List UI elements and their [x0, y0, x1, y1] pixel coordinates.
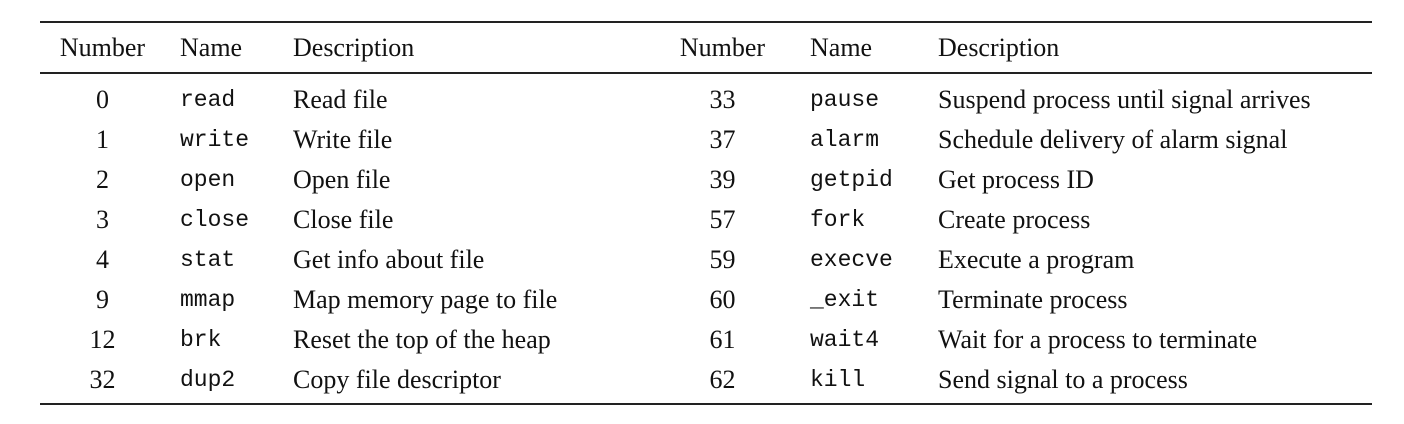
syscall-name: open: [180, 167, 236, 193]
syscall-name: dup2: [180, 367, 236, 393]
table-row: 0 read Read file 33 pause Suspend process unt…: [40, 80, 1372, 120]
syscall-description: Reset the top of the heap: [293, 325, 551, 354]
syscall-description: Execute a program: [938, 245, 1135, 274]
syscall-number: 61: [709, 325, 736, 354]
syscall-description: Suspend process until signal arrives: [938, 85, 1311, 114]
syscall-description: Close file: [293, 205, 394, 234]
syscall-number: 62: [709, 365, 736, 394]
syscall-name: write: [180, 127, 250, 153]
syscall-number: 9: [96, 285, 109, 314]
syscall-name: kill: [810, 367, 866, 393]
syscall-name: getpid: [810, 167, 893, 193]
syscall-name: mmap: [180, 287, 236, 313]
bottom-rule: [40, 403, 1372, 405]
table-header: Number Name Description Number Name Desc…: [40, 28, 1372, 68]
syscall-number: 1: [96, 125, 109, 154]
syscall-number: 4: [96, 245, 109, 274]
syscall-description: Get process ID: [938, 165, 1094, 194]
syscall-name: fork: [810, 207, 866, 233]
syscall-name: alarm: [810, 127, 880, 153]
syscall-name: stat: [180, 247, 236, 273]
syscall-number: 0: [96, 85, 109, 114]
syscall-name: wait4: [810, 327, 880, 353]
header-description: Description: [293, 33, 415, 62]
header-name-2: Name: [810, 33, 873, 62]
table-row: 9 mmap Map memory page to file 60 _exit Termi…: [40, 280, 1372, 320]
syscall-number: 33: [709, 85, 736, 114]
syscall-number: 57: [709, 205, 736, 234]
syscall-description: Terminate process: [938, 285, 1128, 314]
top-rule: [40, 21, 1372, 23]
syscall-description: Get info about file: [293, 245, 485, 274]
syscall-description: Write file: [293, 125, 393, 154]
syscall-number: 60: [709, 285, 736, 314]
header-rule: [40, 72, 1372, 74]
syscall-description: Copy file descriptor: [293, 365, 501, 394]
syscall-description: Schedule delivery of alarm signal: [938, 125, 1288, 154]
table-row: 1 write Write file 37 alarm Schedule delivery…: [40, 120, 1372, 160]
syscall-description: Map memory page to file: [293, 285, 558, 314]
syscall-name: close: [180, 207, 250, 233]
syscall-description: Open file: [293, 165, 391, 194]
syscall-number: 2: [96, 165, 109, 194]
syscall-number: 39: [709, 165, 736, 194]
header-number: Number: [59, 33, 146, 62]
syscall-name: read: [180, 87, 236, 113]
table-row: 2 open Open file 39 getpid Get process ID: [40, 160, 1372, 200]
table-row: 32 dup2 Copy file descriptor 62 kill Send sig…: [40, 360, 1372, 400]
syscall-description: Send signal to a process: [938, 365, 1188, 394]
syscall-description: Read file: [293, 85, 388, 114]
syscall-description: Create process: [938, 205, 1091, 234]
header-name: Name: [180, 33, 243, 62]
syscall-description: Wait for a process to terminate: [938, 325, 1258, 354]
syscall-name: _exit: [810, 287, 880, 313]
syscall-name: brk: [180, 327, 222, 353]
syscall-name: execve: [810, 247, 893, 273]
syscall-number: 37: [709, 125, 736, 154]
syscall-name: pause: [810, 87, 880, 113]
syscall-number: 59: [709, 245, 736, 274]
header-number-2: Number: [679, 33, 766, 62]
syscall-number: 12: [89, 325, 116, 354]
table-row: 3 close Close file 57 fork Create process: [40, 200, 1372, 240]
syscall-number: 3: [96, 205, 109, 234]
syscall-number: 32: [89, 365, 116, 394]
header-description-2: Description: [938, 33, 1060, 62]
table-row: 4 stat Get info about file 59 execve Execute …: [40, 240, 1372, 280]
table-row: 12 brk Reset the top of the heap 61 wait4 Wai…: [40, 320, 1372, 360]
